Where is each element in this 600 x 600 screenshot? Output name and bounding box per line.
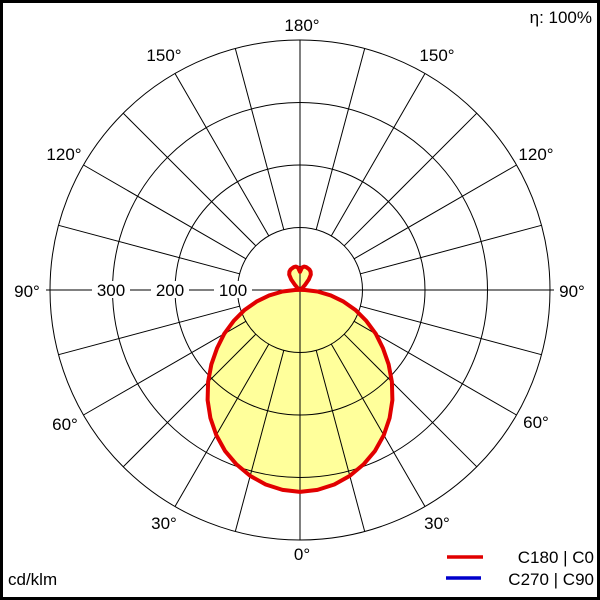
intensity-curves [205, 264, 395, 494]
grid-spoke [330, 343, 426, 507]
angle-axis: 180° 150° 150° 120° 120° 90° 90° 60° 60°… [14, 16, 585, 564]
grid-spoke [360, 305, 542, 356]
grid-spoke [343, 333, 478, 468]
radial-axis: 300 200 100 [92, 281, 252, 300]
grid-spoke [315, 350, 366, 532]
legend-label-c90: C270 | C90 [508, 570, 594, 589]
radial-tick-100: 100 [219, 281, 247, 300]
angle-label-0: 0° [294, 545, 310, 564]
grid-spoke [83, 164, 247, 260]
angle-label-120-right: 120° [518, 145, 553, 164]
grid-spoke [174, 73, 270, 237]
tick-label-mask [151, 281, 189, 298]
angle-label-60-right: 60° [523, 413, 549, 432]
tick-label-mask [214, 281, 252, 298]
angle-label-150-right: 150° [419, 46, 454, 65]
angle-label-90-left: 90° [14, 282, 40, 301]
angle-label-120-left: 120° [46, 145, 81, 164]
polar-grid [46, 39, 554, 541]
grid-spoke [343, 112, 478, 247]
grid-spoke [234, 48, 285, 230]
grid-spoke [353, 320, 517, 416]
grid-spoke [234, 350, 285, 532]
radial-tick-200: 200 [156, 281, 184, 300]
angle-label-90-right: 90° [559, 282, 585, 301]
angle-label-30-right: 30° [424, 514, 450, 533]
tick-label-mask [92, 281, 130, 298]
radial-tick-300: 300 [97, 281, 125, 300]
efficiency-label: η: 100% [530, 8, 592, 27]
grid-spoke [360, 224, 542, 275]
angle-label-180: 180° [284, 16, 319, 35]
legend-label-c0: C180 | C0 [518, 548, 594, 567]
angle-label-60-left: 60° [52, 415, 78, 434]
grid-spoke [353, 164, 517, 260]
grid-spoke [122, 112, 257, 247]
grid-spoke [174, 343, 270, 507]
angle-label-30-left: 30° [151, 514, 177, 533]
grid-spoke [330, 73, 426, 237]
grid-spoke [58, 224, 240, 275]
grid-spoke [83, 320, 247, 416]
curve-c180-c0 [205, 264, 395, 494]
angle-label-150-left: 150° [146, 46, 181, 65]
grid-spoke [315, 48, 366, 230]
grid-spoke [58, 305, 240, 356]
grid-spoke [122, 333, 257, 468]
legend: C180 | C0 C270 | C90 [446, 548, 594, 589]
unit-label: cd/klm [8, 570, 57, 589]
